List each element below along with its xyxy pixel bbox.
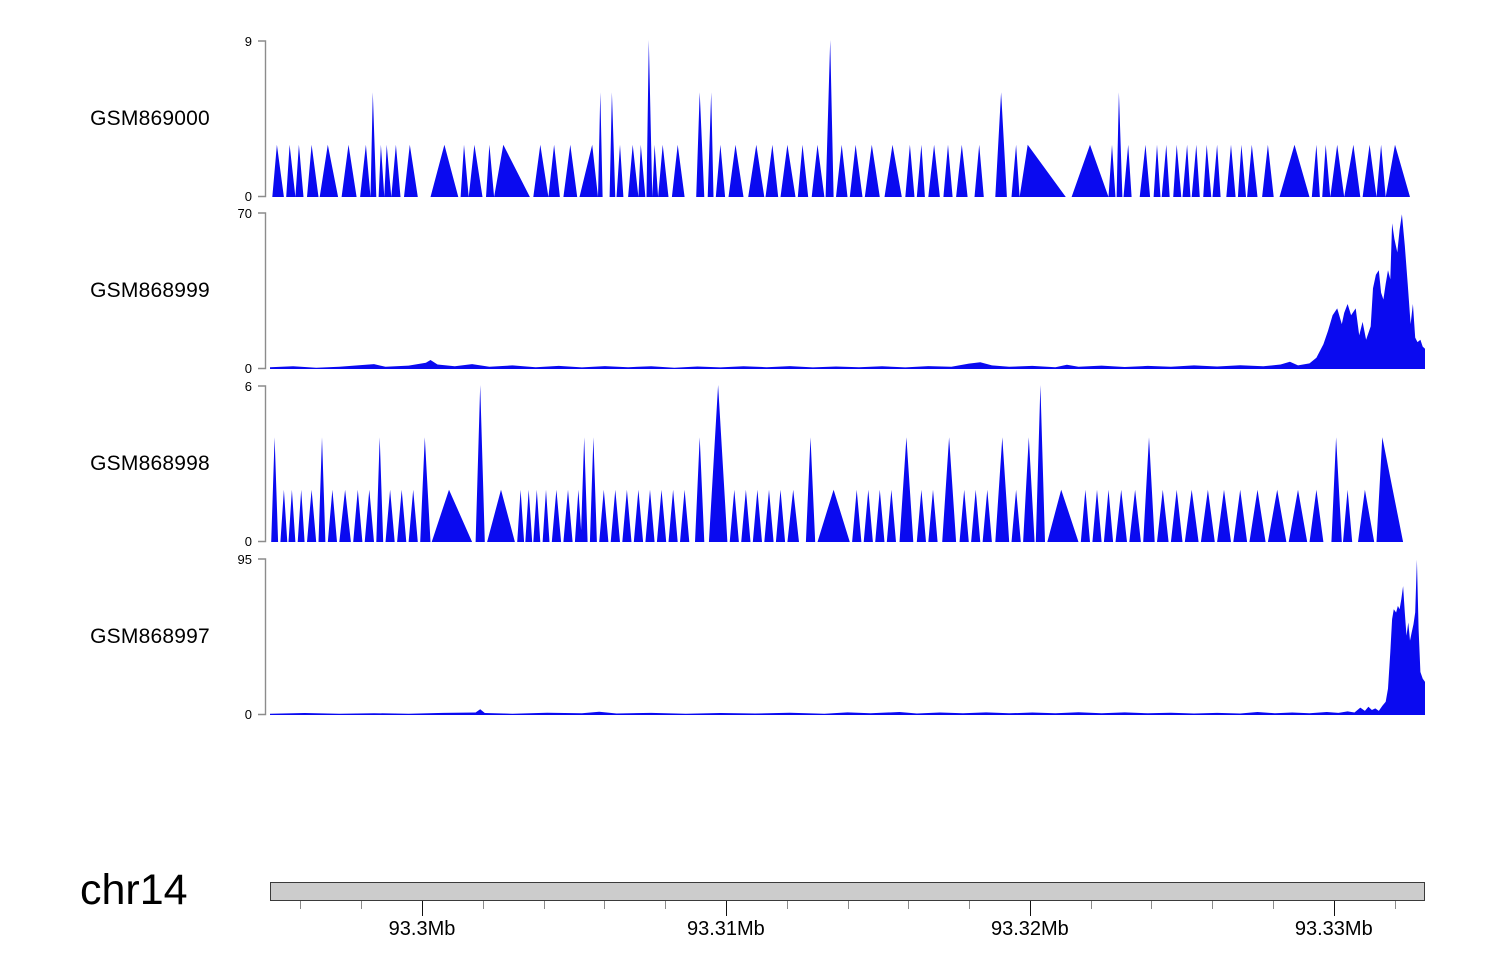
track-plot (258, 212, 1425, 370)
y-axis-bracket (258, 385, 267, 543)
axis-minor-tick (1212, 901, 1214, 909)
y-axis-bracket (258, 558, 267, 716)
track-gsm869000: GSM869000 9 0 (0, 35, 1500, 203)
signal-area (270, 214, 1425, 369)
y-axis-max-label: 95 (237, 552, 252, 567)
axis-tick-label: 93.32Mb (990, 918, 1069, 940)
track-label: GSM868999 (90, 278, 210, 302)
axis-minor-tick (543, 901, 545, 909)
track-label: GSM868997 (90, 624, 210, 648)
axis-major-tick (422, 901, 423, 916)
axis-minor-tick (1090, 901, 1092, 909)
y-axis-min-label: 0 (244, 534, 252, 549)
axis-minor-tick (786, 901, 788, 909)
track-gsm868998: GSM868998 6 0 (0, 380, 1500, 548)
axis-minor-tick (1151, 901, 1153, 909)
track-plot (258, 558, 1425, 716)
chromosome-label: chr14 (80, 866, 188, 914)
axis-tick-label: 93.31Mb (686, 918, 765, 940)
signal-area (270, 559, 1425, 715)
track-gsm868999: GSM868999 70 0 (0, 207, 1500, 375)
track-plot (258, 40, 1410, 198)
track-plot (258, 385, 1404, 543)
axis-minor-tick (1394, 901, 1396, 909)
chromosome-ideogram-bar (270, 882, 1425, 901)
axis-minor-tick (665, 901, 667, 909)
axis-minor-tick (847, 901, 849, 909)
y-axis-min-label: 0 (244, 361, 252, 376)
axis-minor-tick (969, 901, 971, 909)
axis-tick-label: 93.33Mb (1294, 918, 1373, 940)
y-axis-bracket (258, 212, 267, 370)
track-gsm868997: GSM868997 95 0 (0, 553, 1500, 721)
y-axis-max-label: 9 (244, 34, 252, 49)
signal-area (271, 385, 1404, 542)
axis-major-tick (1333, 901, 1335, 916)
axis-tick-label: 93.3Mb (388, 918, 456, 940)
y-axis-max-label: 70 (237, 206, 252, 221)
y-axis-max-label: 6 (244, 379, 252, 394)
track-label: GSM869000 (90, 106, 210, 130)
track-label: GSM868998 (90, 451, 210, 475)
signal-area (272, 40, 1410, 197)
axis-minor-tick (482, 901, 484, 909)
axis-major-tick (1029, 901, 1031, 916)
axis-minor-tick (300, 901, 302, 909)
y-axis-bracket (258, 40, 267, 198)
axis-minor-tick (604, 901, 606, 909)
axis-minor-tick (361, 901, 363, 909)
axis-major-tick (725, 901, 727, 916)
y-axis-min-label: 0 (244, 189, 252, 204)
axis-minor-tick (908, 901, 910, 909)
y-axis-min-label: 0 (244, 707, 252, 722)
axis-minor-tick (1273, 901, 1274, 909)
